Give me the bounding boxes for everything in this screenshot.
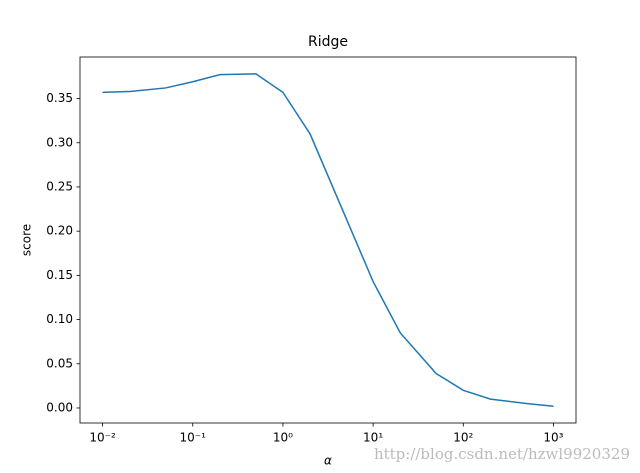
y-axis-label: score [20,224,34,256]
y-tick-label: 0.05 [46,356,73,370]
y-tick-label: 0.35 [46,91,73,105]
watermark: http://blog.csdn.net/hzwl9920329 [374,445,630,463]
x-tick-label: 10³ [543,431,563,445]
y-tick-label: 0.30 [46,135,73,149]
y-tick-label: 0.20 [46,224,73,238]
x-tick-label: 10² [453,431,473,445]
x-tick-label: 10¹ [363,431,383,445]
x-tick-label: 10⁻¹ [180,431,207,445]
plot-frame [79,56,577,424]
y-tick-label: 0.00 [46,400,73,414]
chart-title: Ridge [308,34,348,50]
x-axis-label: α [324,454,332,468]
y-tick-label: 0.10 [46,312,73,326]
x-tick-label: 10⁰ [273,431,293,445]
y-tick-label: 0.25 [46,179,73,193]
y-tick-label: 0.15 [46,268,73,282]
line [102,73,554,407]
x-tick-label: 10⁻² [89,431,116,445]
